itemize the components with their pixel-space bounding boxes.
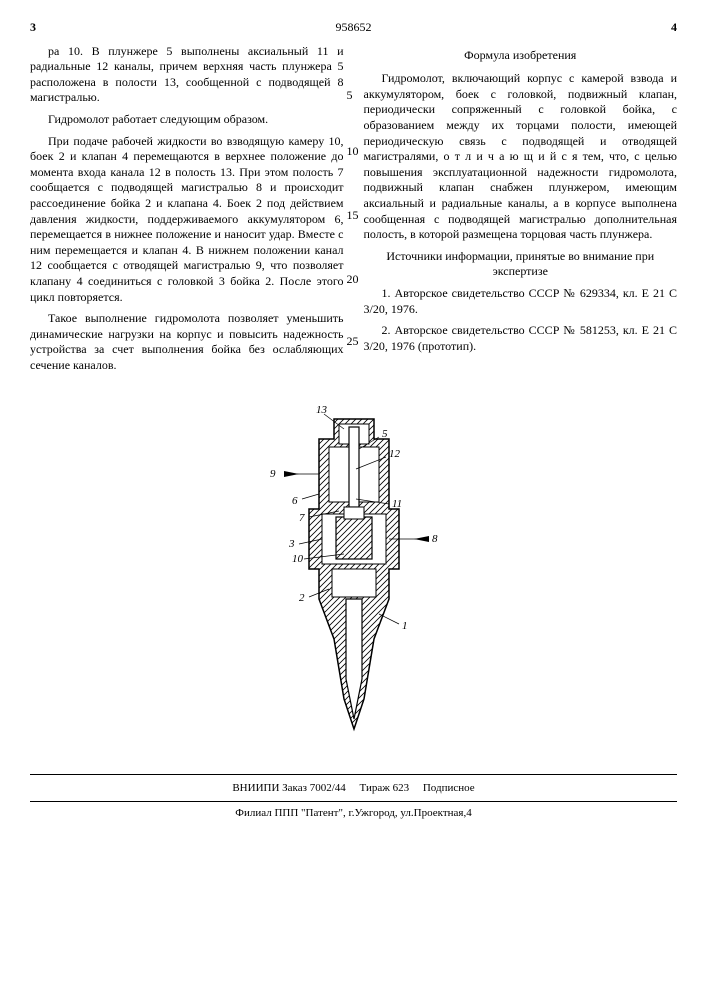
- footer-tirage: Тираж 623: [360, 782, 410, 794]
- line-marker: 10: [347, 144, 359, 160]
- svg-text:9: 9: [270, 468, 276, 480]
- line-marker: 20: [347, 272, 359, 288]
- formula-title: Формула изобретения: [364, 48, 678, 64]
- right-column: Формула изобретения Гидромолот, включающ…: [364, 44, 678, 380]
- patent-number: 958652: [336, 20, 372, 36]
- sources-title: Источники информации, принятые во вниман…: [364, 249, 678, 280]
- paragraph: Гидромолот работает следующим образом.: [30, 112, 344, 128]
- content-area: 5 10 15 20 25 ра 10. В плунжере 5 выполн…: [30, 44, 677, 380]
- svg-text:5: 5: [382, 428, 388, 440]
- right-page-number: 4: [671, 20, 677, 36]
- line-marker: 25: [347, 334, 359, 350]
- footer-address: Филиал ППП "Патент", г.Ужгород, ул.Проек…: [30, 801, 677, 820]
- source-reference: 2. Авторское свидетельство СССР № 581253…: [364, 323, 678, 354]
- svg-text:2: 2: [299, 592, 305, 604]
- footer: ВНИИПИ Заказ 7002/44 Тираж 623 Подписное…: [30, 774, 677, 821]
- footer-subscription: Подписное: [423, 782, 475, 794]
- left-column: ра 10. В плунжере 5 выполнены аксиальный…: [30, 44, 344, 380]
- paragraph: Такое выполнение гидромолота позволяет у…: [30, 311, 344, 373]
- svg-text:10: 10: [292, 553, 304, 565]
- svg-text:3: 3: [288, 538, 295, 550]
- left-page-number: 3: [30, 20, 36, 36]
- page-header: 3 958652 4: [30, 20, 677, 36]
- svg-text:7: 7: [299, 512, 305, 524]
- source-reference: 1. Авторское свидетельство СССР № 629334…: [364, 286, 678, 317]
- svg-text:8: 8: [432, 533, 438, 545]
- svg-text:1: 1: [402, 620, 408, 632]
- technical-diagram: 13 5 12 9 6 11 7 3 10 8 2 1: [214, 399, 494, 744]
- claim-paragraph: Гидромолот, включающий корпус с камерой …: [364, 71, 678, 243]
- paragraph: ра 10. В плунжере 5 выполнены аксиальный…: [30, 44, 344, 106]
- svg-text:6: 6: [292, 495, 298, 507]
- hydraulic-hammer-svg: 13 5 12 9 6 11 7 3 10 8 2 1: [214, 399, 494, 739]
- line-marker: 5: [347, 88, 353, 104]
- footer-order: ВНИИПИ Заказ 7002/44: [232, 782, 345, 794]
- line-marker: 15: [347, 208, 359, 224]
- svg-text:12: 12: [389, 448, 401, 460]
- paragraph: При подаче рабочей жидкости во взводящую…: [30, 134, 344, 306]
- svg-text:13: 13: [316, 404, 328, 416]
- svg-text:11: 11: [392, 498, 402, 510]
